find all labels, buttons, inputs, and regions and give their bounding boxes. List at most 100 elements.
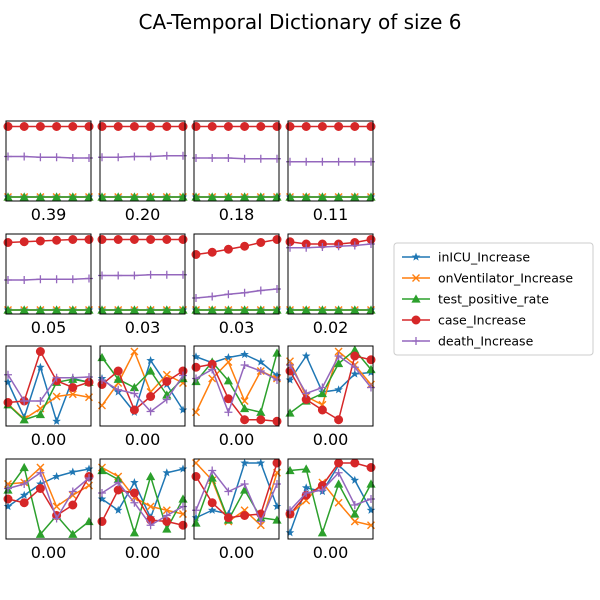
data-point-death_Increase	[224, 487, 233, 496]
data-point-case_Increase	[19, 237, 29, 247]
data-point-inICU_Increase	[301, 351, 311, 360]
data-point-inICU_Increase	[3, 377, 13, 386]
data-point-case_Increase	[240, 511, 250, 520]
data-point-death_Increase	[52, 275, 61, 284]
data-point-inICU_Increase	[224, 353, 233, 362]
panel-weight-label: 0.20	[125, 205, 161, 224]
data-point-test_positive_rate	[350, 305, 360, 314]
panel-weight-label: 0.05	[31, 318, 67, 337]
data-point-death_Increase	[302, 157, 311, 166]
series-line-death_Increase	[289, 471, 372, 511]
data-point-test_positive_rate	[334, 479, 344, 488]
data-point-onVentilator_Increase	[52, 502, 61, 511]
data-point-test_positive_rate	[35, 192, 45, 201]
data-point-case_Increase	[272, 122, 282, 131]
data-point-death_Increase	[318, 486, 327, 494]
panel-weight-label: 0.00	[219, 543, 255, 562]
data-point-test_positive_rate	[19, 415, 29, 424]
legend-marker	[412, 274, 420, 282]
data-point-inICU_Increase	[178, 405, 188, 414]
panel-plot-area	[191, 122, 282, 201]
data-point-case_Increase	[84, 235, 94, 244]
data-point-inICU_Increase	[191, 352, 201, 361]
data-point-test_positive_rate	[84, 516, 94, 526]
data-point-death_Increase	[208, 154, 217, 162]
panel-frame	[193, 233, 280, 315]
data-point-onVentilator_Increase	[334, 347, 343, 356]
series-line-onVentilator_Increase	[101, 349, 184, 406]
data-point-test_positive_rate	[52, 305, 62, 314]
data-point-case_Increase	[35, 484, 45, 493]
data-point-case_Increase	[272, 416, 282, 426]
panel-3: 0.18	[191, 120, 282, 224]
data-point-test_positive_rate	[350, 509, 360, 518]
data-point-test_positive_rate	[35, 529, 45, 538]
data-point-case_Increase	[223, 513, 233, 523]
data-point-inICU_Increase	[84, 464, 94, 473]
panel-weight-label: 0.00	[313, 543, 349, 562]
data-point-death_Increase	[98, 271, 106, 280]
data-point-test_positive_rate	[207, 192, 217, 201]
data-point-test_positive_rate	[317, 528, 327, 537]
panel-10: 0.00	[97, 345, 188, 449]
data-point-death_Increase	[114, 385, 123, 394]
data-point-death_Increase	[146, 152, 155, 161]
data-point-death_Increase	[240, 288, 249, 297]
panel-weight-label: 0.00	[219, 430, 255, 449]
data-point-inICU_Increase	[162, 468, 172, 477]
data-point-death_Increase	[114, 271, 123, 280]
data-point-death_Increase	[68, 275, 77, 284]
data-point-test_positive_rate	[97, 352, 107, 362]
panel-12: 0.00	[285, 345, 376, 449]
panel-2: 0.20	[97, 120, 188, 224]
panel-weight-label: 0.11	[313, 205, 349, 224]
series-line-death_Increase	[195, 364, 278, 415]
data-point-case_Increase	[3, 238, 13, 247]
data-point-death_Increase	[350, 363, 359, 372]
data-point-case_Increase	[162, 377, 172, 386]
data-point-test_positive_rate	[113, 374, 123, 383]
data-point-onVentilator_Increase	[68, 390, 77, 399]
data-point-test_positive_rate	[272, 348, 282, 357]
data-point-death_Increase	[98, 376, 106, 384]
data-point-case_Increase	[68, 235, 78, 244]
panel-frame	[99, 345, 186, 427]
data-point-case_Increase	[35, 347, 45, 356]
data-point-death_Increase	[68, 154, 77, 162]
data-point-test_positive_rate	[52, 192, 62, 201]
data-point-case_Increase	[146, 235, 156, 244]
series-line-test_positive_rate	[289, 468, 372, 536]
series-line-death_Increase	[7, 471, 90, 521]
data-point-death_Increase	[52, 373, 61, 382]
chart-title: CA-Temporal Dictionary of size 6	[139, 10, 462, 34]
data-point-death_Increase	[130, 271, 139, 280]
data-point-death_Increase	[224, 408, 233, 417]
data-point-test_positive_rate	[301, 192, 311, 201]
data-point-test_positive_rate	[223, 305, 233, 314]
data-point-case_Increase	[240, 415, 250, 425]
data-point-inICU_Increase	[36, 479, 45, 488]
data-point-death_Increase	[367, 240, 375, 248]
data-point-test_positive_rate	[285, 408, 295, 417]
data-point-test_positive_rate	[68, 305, 78, 314]
panel-9: 0.00	[3, 345, 94, 449]
data-point-inICU_Increase	[285, 375, 295, 384]
data-point-death_Increase	[192, 374, 200, 383]
data-point-death_Increase	[273, 285, 281, 293]
data-point-case_Increase	[285, 122, 295, 131]
series-line-test_positive_rate	[101, 357, 184, 397]
data-point-test_positive_rate	[256, 305, 266, 314]
data-point-case_Increase	[97, 235, 107, 244]
series-line-death_Increase	[289, 354, 372, 395]
data-point-case_Increase	[334, 122, 344, 131]
data-point-case_Increase	[207, 498, 217, 508]
data-point-test_positive_rate	[256, 407, 266, 416]
data-point-death_Increase	[273, 154, 281, 163]
data-point-case_Increase	[129, 405, 139, 415]
data-point-case_Increase	[256, 415, 266, 425]
data-point-death_Increase	[334, 352, 343, 360]
legend-marker	[411, 315, 421, 325]
data-point-test_positive_rate	[350, 345, 360, 354]
series-line-death_Increase	[8, 155, 89, 159]
data-point-inICU_Increase	[240, 350, 249, 359]
